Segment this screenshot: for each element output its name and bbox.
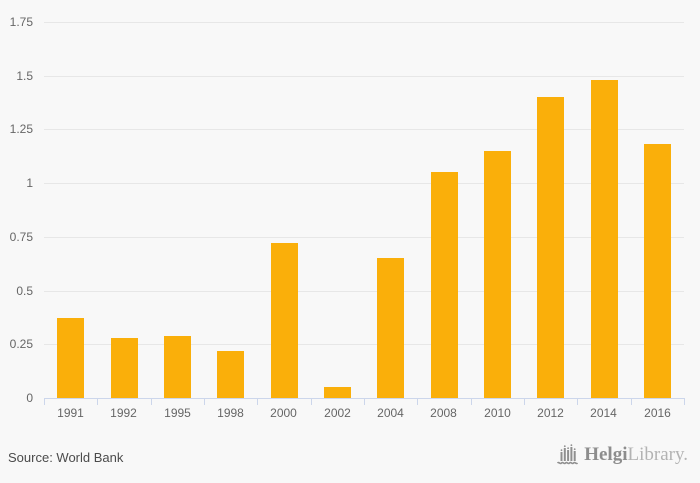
x-axis-tick-label: 1991 bbox=[57, 406, 84, 420]
y-gridline bbox=[44, 76, 684, 77]
y-axis-tick-label: 0.25 bbox=[9, 337, 33, 351]
x-axis-tick bbox=[97, 399, 98, 405]
y-axis-tick-label: 1.5 bbox=[16, 69, 33, 83]
bar-2008[interactable] bbox=[431, 172, 458, 398]
x-axis-tick bbox=[44, 399, 45, 405]
bar-1992[interactable] bbox=[111, 338, 138, 398]
x-axis-tick bbox=[257, 399, 258, 405]
x-axis-tick bbox=[204, 399, 205, 405]
bar-2016[interactable] bbox=[644, 144, 671, 398]
x-axis-tick-label: 2008 bbox=[430, 406, 457, 420]
x-axis-tick-label: 1995 bbox=[164, 406, 191, 420]
y-gridline bbox=[44, 291, 684, 292]
source-label: Source: World Bank bbox=[8, 450, 124, 465]
y-gridline bbox=[44, 129, 684, 130]
y-gridline bbox=[44, 237, 684, 238]
x-axis-tick-label: 2000 bbox=[270, 406, 297, 420]
x-axis-tick-label: 2016 bbox=[644, 406, 671, 420]
y-axis-tick-label: 0 bbox=[26, 391, 33, 405]
y-gridline bbox=[44, 22, 684, 23]
x-axis-tick bbox=[684, 399, 685, 405]
x-axis-tick bbox=[364, 399, 365, 405]
x-axis-tick-label: 2010 bbox=[484, 406, 511, 420]
y-gridline bbox=[44, 183, 684, 184]
bar-2012[interactable] bbox=[537, 97, 564, 398]
x-axis-tick bbox=[311, 399, 312, 405]
logo-text-library: Library. bbox=[627, 444, 689, 465]
x-axis-tick-label: 1992 bbox=[110, 406, 137, 420]
x-axis-tick bbox=[524, 399, 525, 405]
x-axis-tick bbox=[631, 399, 632, 405]
bar-1998[interactable] bbox=[217, 351, 244, 398]
logo-text-helgi: Helgi bbox=[584, 444, 628, 465]
bar-2000[interactable] bbox=[271, 243, 298, 398]
bar-2010[interactable] bbox=[484, 151, 511, 398]
x-axis-line bbox=[44, 398, 685, 399]
x-axis-tick bbox=[151, 399, 152, 405]
helgilibrary-building-icon bbox=[556, 443, 580, 467]
x-axis-tick-label: 2002 bbox=[324, 406, 351, 420]
x-axis-tick bbox=[471, 399, 472, 405]
x-axis-tick-label: 2004 bbox=[377, 406, 404, 420]
x-axis-tick bbox=[417, 399, 418, 405]
bar-1991[interactable] bbox=[57, 318, 84, 398]
x-axis-tick-label: 1998 bbox=[217, 406, 244, 420]
bar-2002[interactable] bbox=[324, 387, 351, 398]
y-gridline bbox=[44, 344, 684, 345]
helgilibrary-logo: HelgiLibrary. bbox=[556, 443, 688, 467]
y-axis-tick-label: 1 bbox=[26, 176, 33, 190]
y-axis-tick-label: 0.75 bbox=[9, 230, 33, 244]
logo-wordmark: HelgiLibrary. bbox=[584, 443, 688, 467]
bar-2014[interactable] bbox=[591, 80, 618, 398]
x-axis-tick-label: 2014 bbox=[590, 406, 617, 420]
y-axis-tick-label: 0.5 bbox=[16, 284, 33, 298]
y-axis-tick-label: 1.25 bbox=[9, 122, 33, 136]
bar-2004[interactable] bbox=[377, 258, 404, 398]
bar-1995[interactable] bbox=[164, 336, 191, 398]
x-axis-tick bbox=[577, 399, 578, 405]
x-axis-tick-label: 2012 bbox=[537, 406, 564, 420]
y-axis-tick-label: 1.75 bbox=[9, 15, 33, 29]
